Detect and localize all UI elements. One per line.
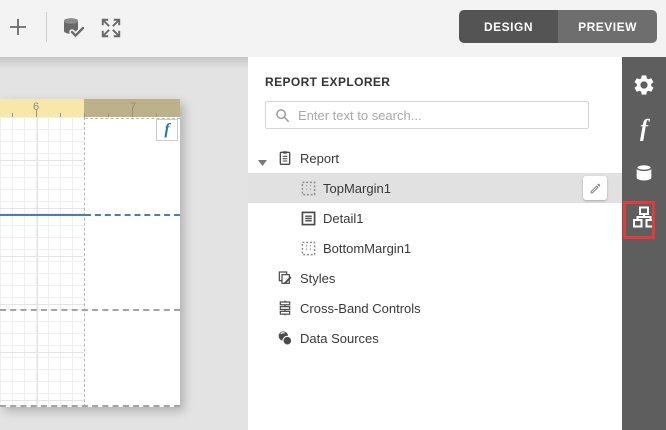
page-grid xyxy=(0,117,84,407)
ruler-label-6: 6 xyxy=(32,101,40,113)
report-explorer-panel-button[interactable] xyxy=(622,195,666,239)
report-tree: Report TopMargin1 xyxy=(248,143,622,353)
tree-item-label: TopMargin1 xyxy=(323,180,391,196)
search-icon xyxy=(276,108,290,122)
ruler-tick xyxy=(12,113,13,117)
report-page-canvas[interactable]: f xyxy=(0,117,180,407)
ruler-tick xyxy=(156,113,157,117)
search-input[interactable] xyxy=(298,107,582,123)
ruler-outside-area xyxy=(84,99,180,117)
hierarchy-icon xyxy=(633,206,655,228)
add-control-button[interactable] xyxy=(7,16,29,38)
properties-panel-button[interactable] xyxy=(622,63,666,107)
expression-button[interactable]: f xyxy=(156,119,178,141)
panel-switcher-sidebar: f xyxy=(622,57,666,430)
detail-band-icon xyxy=(301,211,316,226)
panel-title: REPORT EXPLORER xyxy=(265,75,391,89)
plus-icon xyxy=(10,19,26,35)
ruler-tick xyxy=(60,113,61,117)
tree-item-bottommargin1[interactable]: BottomMargin1 xyxy=(248,233,622,263)
report-icon xyxy=(277,150,293,166)
fullscreen-button[interactable] xyxy=(98,16,124,40)
tree-item-data-sources[interactable]: Data Sources xyxy=(248,323,622,353)
gear-icon xyxy=(634,75,654,95)
tree-item-label: Report xyxy=(300,150,340,166)
cross-band-icon xyxy=(277,300,293,316)
collapse-expander-icon[interactable] xyxy=(258,154,267,169)
band-separator-blue-dashed xyxy=(85,214,180,216)
tree-item-cross-band-controls[interactable]: Cross-Band Controls xyxy=(248,293,622,323)
search-box[interactable] xyxy=(265,101,589,129)
toolbar-divider xyxy=(46,12,47,42)
tree-item-styles[interactable]: Styles xyxy=(248,263,622,293)
tree-item-detail1[interactable]: Detail1 xyxy=(248,203,622,233)
tree-item-label: Styles xyxy=(300,270,336,286)
ruler-label-7: 7 xyxy=(129,101,137,113)
margin-band-icon xyxy=(301,181,316,196)
validate-data-source-button[interactable] xyxy=(59,15,87,41)
tree-item-label: Cross-Band Controls xyxy=(300,300,421,316)
tab-design[interactable]: DESIGN xyxy=(459,10,558,43)
tree-item-label: Data Sources xyxy=(300,330,379,346)
expand-arrows-icon xyxy=(101,18,121,38)
pencil-icon xyxy=(590,183,600,193)
ruler-tick xyxy=(132,110,133,117)
ruler-tick xyxy=(108,113,109,117)
function-icon: f xyxy=(640,116,648,142)
database-check-icon xyxy=(64,18,86,40)
ruler-tick xyxy=(84,113,85,117)
tree-item-report[interactable]: Report xyxy=(248,143,622,173)
tree-item-topmargin1[interactable]: TopMargin1 xyxy=(248,173,622,203)
toolbar: DESIGN PREVIEW xyxy=(0,0,666,57)
report-explorer-panel: REPORT EXPLORER Repo xyxy=(248,57,622,430)
data-sources-icon xyxy=(277,330,293,346)
tab-preview[interactable]: PREVIEW xyxy=(558,10,657,43)
tree-item-label: BottomMargin1 xyxy=(323,240,412,256)
tree-item-label: Detail1 xyxy=(323,210,364,226)
ruler-tick xyxy=(36,110,37,117)
band-guide-top xyxy=(85,118,180,119)
band-separator-gray[interactable] xyxy=(0,309,180,311)
mode-tabs: DESIGN PREVIEW xyxy=(459,10,657,43)
field-list-panel-button[interactable] xyxy=(622,151,666,195)
design-surface[interactable]: 6 7 f xyxy=(0,99,180,407)
margin-band-icon xyxy=(301,241,316,256)
band-separator-blue[interactable] xyxy=(0,214,85,216)
expressions-panel-button[interactable]: f xyxy=(622,107,666,151)
edit-band-button[interactable] xyxy=(583,176,607,200)
horizontal-ruler: 6 7 xyxy=(0,99,180,117)
band-separator-gray-bottom[interactable] xyxy=(0,405,180,407)
ruler-page-area xyxy=(0,99,84,117)
page-margin-guide-vertical xyxy=(84,117,85,407)
database-icon xyxy=(635,163,653,181)
styles-icon xyxy=(277,270,293,286)
